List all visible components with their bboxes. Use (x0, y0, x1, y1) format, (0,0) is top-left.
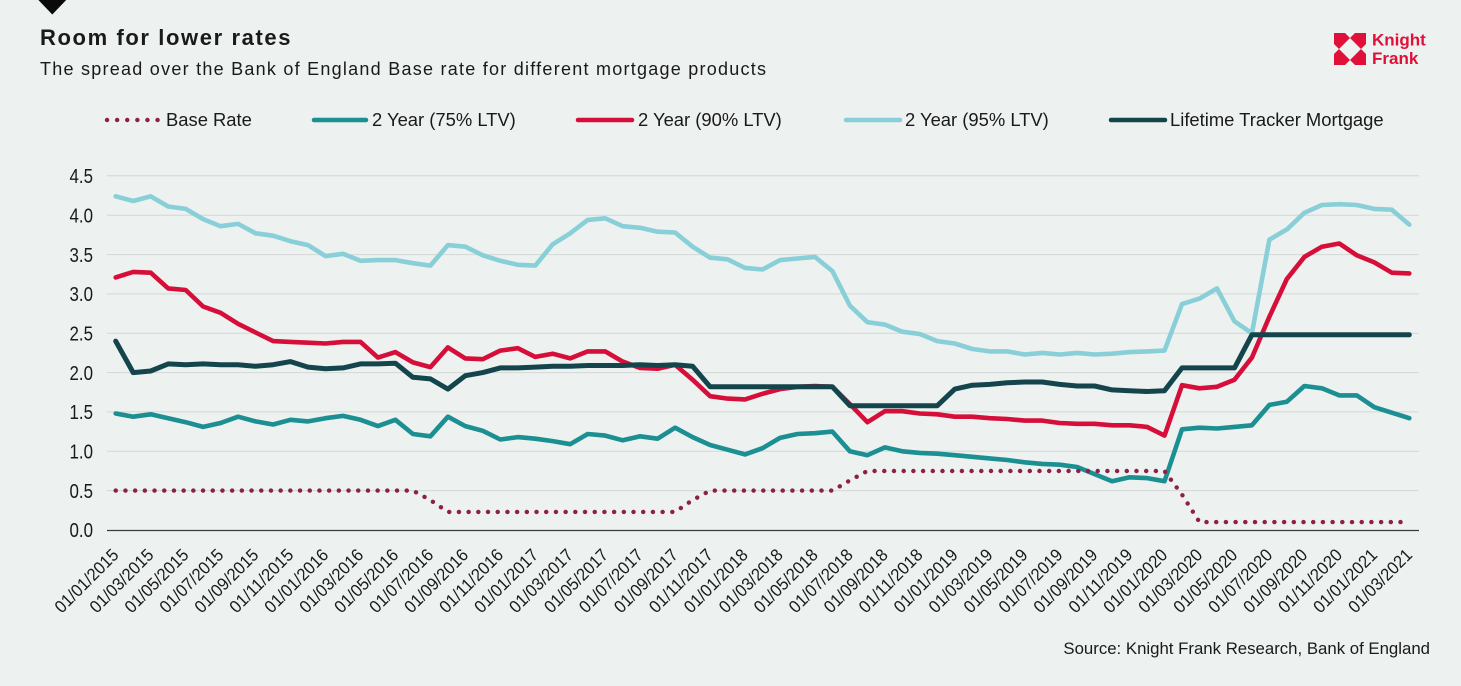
svg-text:3.5: 3.5 (70, 245, 94, 267)
svg-text:The spread over the Bank of En: The spread over the Bank of England Base… (40, 59, 767, 79)
svg-text:2.5: 2.5 (70, 323, 94, 345)
svg-text:2 Year (75% LTV): 2 Year (75% LTV) (372, 109, 516, 130)
svg-text:Knight: Knight (1372, 31, 1426, 50)
svg-text:Base Rate: Base Rate (166, 109, 252, 130)
svg-text:Room for lower rates: Room for lower rates (40, 25, 292, 50)
svg-text:3.0: 3.0 (70, 284, 94, 306)
svg-text:4.5: 4.5 (70, 166, 94, 188)
svg-text:2 Year (90% LTV): 2 Year (90% LTV) (638, 109, 782, 130)
svg-text:Source: Knight Frank Research,: Source: Knight Frank Research, Bank of E… (1063, 639, 1430, 658)
svg-text:1.0: 1.0 (70, 442, 94, 464)
svg-text:0.0: 0.0 (70, 520, 94, 542)
svg-text:1.5: 1.5 (70, 402, 94, 424)
svg-text:Frank: Frank (1372, 49, 1419, 68)
svg-text:0.5: 0.5 (70, 481, 94, 503)
svg-text:2 Year (95% LTV): 2 Year (95% LTV) (905, 109, 1049, 130)
svg-text:2.0: 2.0 (70, 363, 94, 385)
svg-text:4.0: 4.0 (70, 205, 94, 227)
svg-text:Lifetime Tracker Mortgage: Lifetime Tracker Mortgage (1170, 109, 1384, 130)
